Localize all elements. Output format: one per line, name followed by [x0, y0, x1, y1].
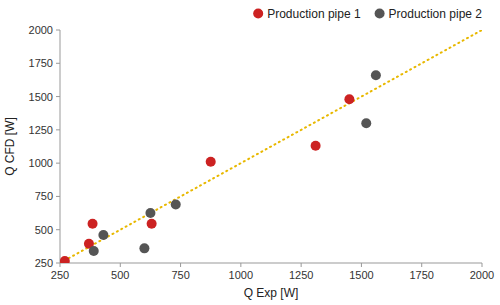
chart: 250 500 750 1000 1250 1500 1750 2000 250 500 750 10… [0, 0, 500, 305]
y-axis-line [60, 30, 61, 263]
y-tick-label: 1500 [29, 91, 53, 103]
legend-swatch [375, 9, 385, 19]
legend-item: Production pipe 1 [253, 7, 361, 21]
y-tick-label: 750 [35, 190, 53, 202]
x-tick [60, 263, 61, 267]
x-tick-label: 1250 [289, 269, 313, 281]
point [88, 219, 98, 229]
reference-line [60, 30, 482, 263]
point [311, 141, 321, 151]
x-axis-line [60, 263, 482, 264]
point [206, 157, 216, 167]
x-tick-label: 500 [111, 269, 129, 281]
legend-swatch [253, 9, 263, 19]
x-tick-label: 250 [51, 269, 69, 281]
y-axis-label: Q CFD [W] [3, 117, 17, 176]
series-points [60, 94, 354, 263]
x-tick [120, 263, 121, 267]
point [60, 256, 70, 263]
x-tick-label: 1750 [409, 269, 433, 281]
y-tick [56, 229, 60, 230]
point [344, 94, 354, 104]
series-points [89, 70, 381, 256]
point [98, 230, 108, 240]
point [139, 243, 149, 253]
legend-item: Production pipe 2 [375, 7, 483, 21]
x-tick [421, 263, 422, 267]
y-tick [56, 163, 60, 164]
legend-label: Production pipe 2 [389, 7, 483, 21]
legend: Production pipe 1 Production pipe 2 [253, 7, 482, 21]
axes: 250 500 750 1000 1250 1500 1750 2000 250 500 750 10… [29, 24, 495, 281]
y-tick-label: 2000 [29, 24, 53, 36]
x-tick [180, 263, 181, 267]
y-tick-label: 250 [35, 257, 53, 269]
y-tick-label: 500 [35, 224, 53, 236]
point [361, 118, 371, 128]
point [171, 199, 181, 209]
x-tick-label: 1000 [229, 269, 253, 281]
y-tick [56, 96, 60, 97]
point [145, 208, 155, 218]
y-tick [56, 129, 60, 130]
x-axis-label: Q Exp [W] [244, 286, 299, 300]
point [371, 70, 381, 80]
x-tick [482, 263, 483, 267]
y-tick-label: 1000 [29, 157, 53, 169]
point [147, 219, 157, 229]
y-tick [56, 30, 60, 31]
y-tick-label: 1250 [29, 124, 53, 136]
x-tick [361, 263, 362, 267]
plot-data [60, 30, 482, 263]
x-tick [240, 263, 241, 267]
x-tick-label: 750 [171, 269, 189, 281]
x-tick-label: 2000 [470, 269, 494, 281]
y-tick-label: 1750 [29, 57, 53, 69]
x-tick-label: 1500 [349, 269, 373, 281]
y-tick [56, 63, 60, 64]
point [89, 246, 99, 256]
x-tick [301, 263, 302, 267]
y-tick [56, 196, 60, 197]
legend-label: Production pipe 1 [267, 7, 361, 21]
y-tick [56, 263, 60, 264]
